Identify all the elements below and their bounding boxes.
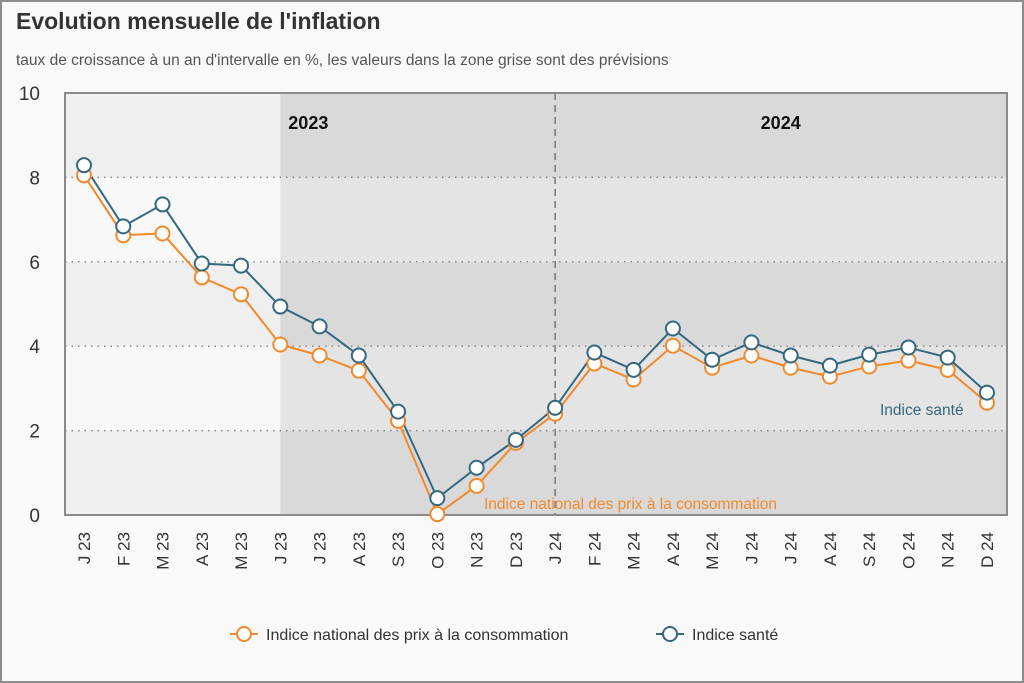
plot-border bbox=[64, 92, 1008, 516]
x-tick-label: J 23 bbox=[75, 532, 94, 564]
data-point bbox=[664, 337, 681, 354]
x-tick-label: J 24 bbox=[742, 532, 761, 564]
history-band bbox=[65, 430, 281, 515]
x-tick-label: A 24 bbox=[821, 532, 840, 566]
x-tick-label: N 23 bbox=[468, 532, 487, 568]
legend-marker bbox=[236, 626, 252, 642]
x-tick-label: O 23 bbox=[428, 532, 447, 569]
data-point bbox=[586, 344, 603, 361]
data-point bbox=[350, 362, 367, 379]
y-tick-label: 4 bbox=[29, 337, 40, 358]
data-point bbox=[311, 347, 328, 364]
data-point bbox=[821, 357, 838, 374]
x-tick-label: F 23 bbox=[114, 532, 133, 566]
x-tick-label: F 24 bbox=[585, 532, 604, 566]
data-point bbox=[743, 334, 760, 351]
data-point bbox=[468, 477, 485, 494]
data-point bbox=[782, 347, 799, 364]
data-point bbox=[272, 298, 289, 315]
y-tick-label: 8 bbox=[29, 168, 40, 189]
y-tick-label: 10 bbox=[19, 84, 40, 105]
chart-subtitle: taux de croissance à un an d'intervalle … bbox=[16, 52, 669, 69]
chart-title: Evolution mensuelle de l'inflation bbox=[16, 8, 381, 34]
data-point bbox=[193, 269, 210, 286]
x-tick-label: M 23 bbox=[232, 532, 251, 570]
x-tick-label: J 23 bbox=[271, 532, 290, 564]
data-point bbox=[900, 339, 917, 356]
data-point bbox=[76, 157, 92, 174]
forecast-band bbox=[280, 261, 1007, 347]
legend-label: Indice national des prix à la consommati… bbox=[266, 627, 568, 644]
data-point bbox=[233, 257, 250, 274]
legend-label: Indice santé bbox=[692, 627, 778, 644]
data-point bbox=[468, 459, 485, 476]
x-tick-label: S 24 bbox=[860, 532, 879, 567]
x-tick-label: M 24 bbox=[625, 532, 644, 570]
data-point bbox=[743, 347, 760, 364]
data-point bbox=[625, 361, 642, 378]
x-tick-label: J 24 bbox=[782, 532, 801, 564]
data-point bbox=[350, 347, 367, 364]
year-label: 2024 bbox=[761, 113, 801, 133]
sante-inline-label: Indice santé bbox=[880, 402, 964, 419]
data-point bbox=[272, 336, 289, 353]
x-tick-label: M 23 bbox=[154, 532, 173, 570]
x-tick-label: D 24 bbox=[978, 532, 997, 568]
x-tick-label: A 23 bbox=[350, 532, 369, 566]
y-tick-label: 6 bbox=[29, 253, 40, 274]
data-point bbox=[154, 225, 171, 242]
history-band bbox=[65, 346, 281, 431]
x-tick-label: M 24 bbox=[703, 532, 722, 570]
data-point bbox=[664, 320, 681, 337]
inpc-inline-label: Indice national des prix à la consommati… bbox=[484, 496, 777, 513]
plot-background bbox=[65, 93, 1007, 515]
data-point bbox=[154, 196, 171, 213]
data-point bbox=[311, 318, 328, 335]
history-band bbox=[65, 261, 281, 347]
labels: 2023 2024 Indice national des prix à la co… bbox=[288, 113, 963, 513]
data-point bbox=[900, 352, 917, 369]
year-label: 2023 bbox=[288, 113, 328, 133]
y-tick-label: 2 bbox=[29, 422, 40, 443]
data-point bbox=[115, 218, 132, 235]
legend-marker bbox=[662, 626, 678, 642]
legend: Indice national des prix à la consommati… bbox=[230, 626, 778, 644]
data-point bbox=[429, 506, 446, 523]
data-point bbox=[978, 384, 995, 401]
y-tick-label: 0 bbox=[29, 506, 40, 527]
data-point bbox=[861, 346, 878, 363]
x-tick-label: A 23 bbox=[193, 532, 212, 566]
data-point bbox=[507, 431, 524, 448]
axes: 0 2 4 6 8 10 J 23 F 23 M 23 A 23 M 23 J 23 J 23 A 23 S… bbox=[19, 84, 1008, 570]
gridlines bbox=[65, 93, 1007, 515]
data-point bbox=[390, 403, 407, 420]
x-tick-label: J 23 bbox=[311, 532, 330, 564]
data-point bbox=[233, 286, 250, 303]
x-tick-label: O 24 bbox=[899, 532, 918, 569]
x-tick-label: J 24 bbox=[546, 532, 565, 564]
series bbox=[76, 157, 995, 523]
data-point bbox=[429, 490, 446, 507]
x-tick-label: D 23 bbox=[507, 532, 526, 568]
forecast-band bbox=[280, 93, 1007, 178]
data-point bbox=[704, 351, 721, 368]
data-point bbox=[193, 255, 210, 272]
data-point bbox=[547, 399, 564, 416]
data-point bbox=[939, 349, 956, 366]
forecast-band bbox=[280, 430, 1007, 515]
x-tick-label: A 24 bbox=[664, 532, 683, 566]
history-band bbox=[65, 93, 281, 178]
forecast-band bbox=[280, 177, 1007, 262]
x-tick-label: N 24 bbox=[939, 532, 958, 568]
x-tick-label: S 23 bbox=[389, 532, 408, 567]
